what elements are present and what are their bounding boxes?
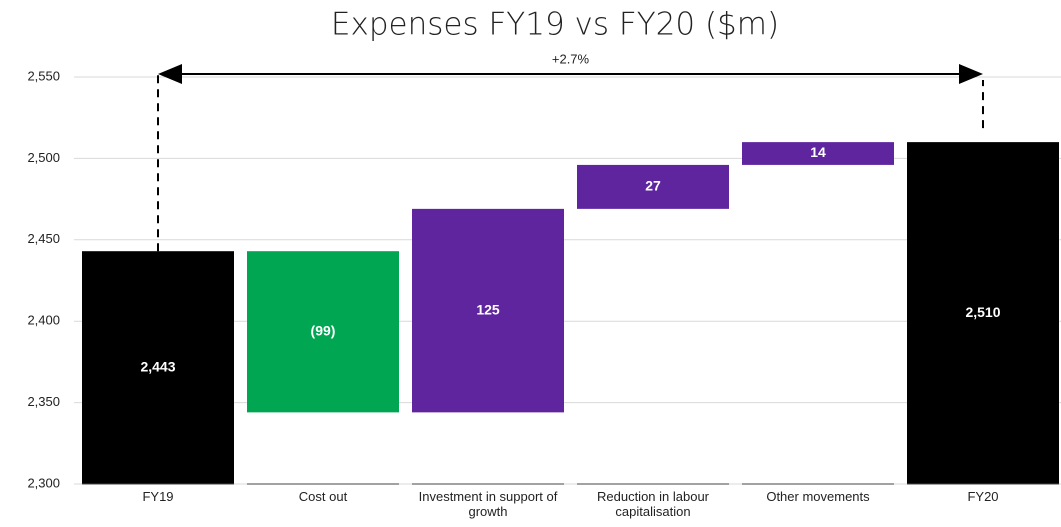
x-tick-label: Cost out [298, 489, 348, 504]
x-tick-label: FY19 [142, 489, 174, 504]
bar [412, 208, 564, 413]
y-tick-label: 2,400 [27, 313, 60, 328]
value-label: 27 [645, 178, 661, 194]
bar [82, 251, 234, 484]
y-tick-label: 2,450 [27, 231, 60, 246]
x-tick-label-box: Cost out [298, 489, 348, 504]
value-label: 125 [476, 301, 500, 317]
bar [577, 164, 729, 209]
y-tick-label: 2,550 [27, 68, 60, 83]
x-tick-label-box: FY19 [142, 489, 174, 504]
x-tick-label: FY20 [967, 489, 999, 504]
bar [742, 142, 894, 165]
value-label: (99) [311, 322, 336, 338]
y-tick-label: 2,350 [27, 394, 60, 409]
x-tick-label: Investment in support of growth [418, 489, 558, 519]
y-tick-label: 2,300 [27, 475, 60, 490]
x-tick-label-box: FY20 [967, 489, 999, 504]
chart-title: Expenses FY19 vs FY20 ($m) [331, 7, 779, 43]
value-label: 2,510 [965, 304, 1000, 320]
annotation: +2.7% [552, 51, 590, 66]
y-tick-label: 2,500 [27, 150, 60, 165]
value-label: 2,443 [140, 358, 175, 374]
x-tick-label-box: Other movements [766, 489, 870, 504]
bar [247, 251, 399, 413]
x-tick-label-box: Investment in support of growth [418, 489, 558, 519]
x-tick-label: Reduction in labour capitalisation [596, 489, 710, 519]
x-tick-label-box: Reduction in labour capitalisation [596, 489, 710, 519]
x-tick-label: Other movements [766, 489, 870, 504]
value-label: 14 [810, 144, 826, 160]
bar [907, 142, 1059, 484]
